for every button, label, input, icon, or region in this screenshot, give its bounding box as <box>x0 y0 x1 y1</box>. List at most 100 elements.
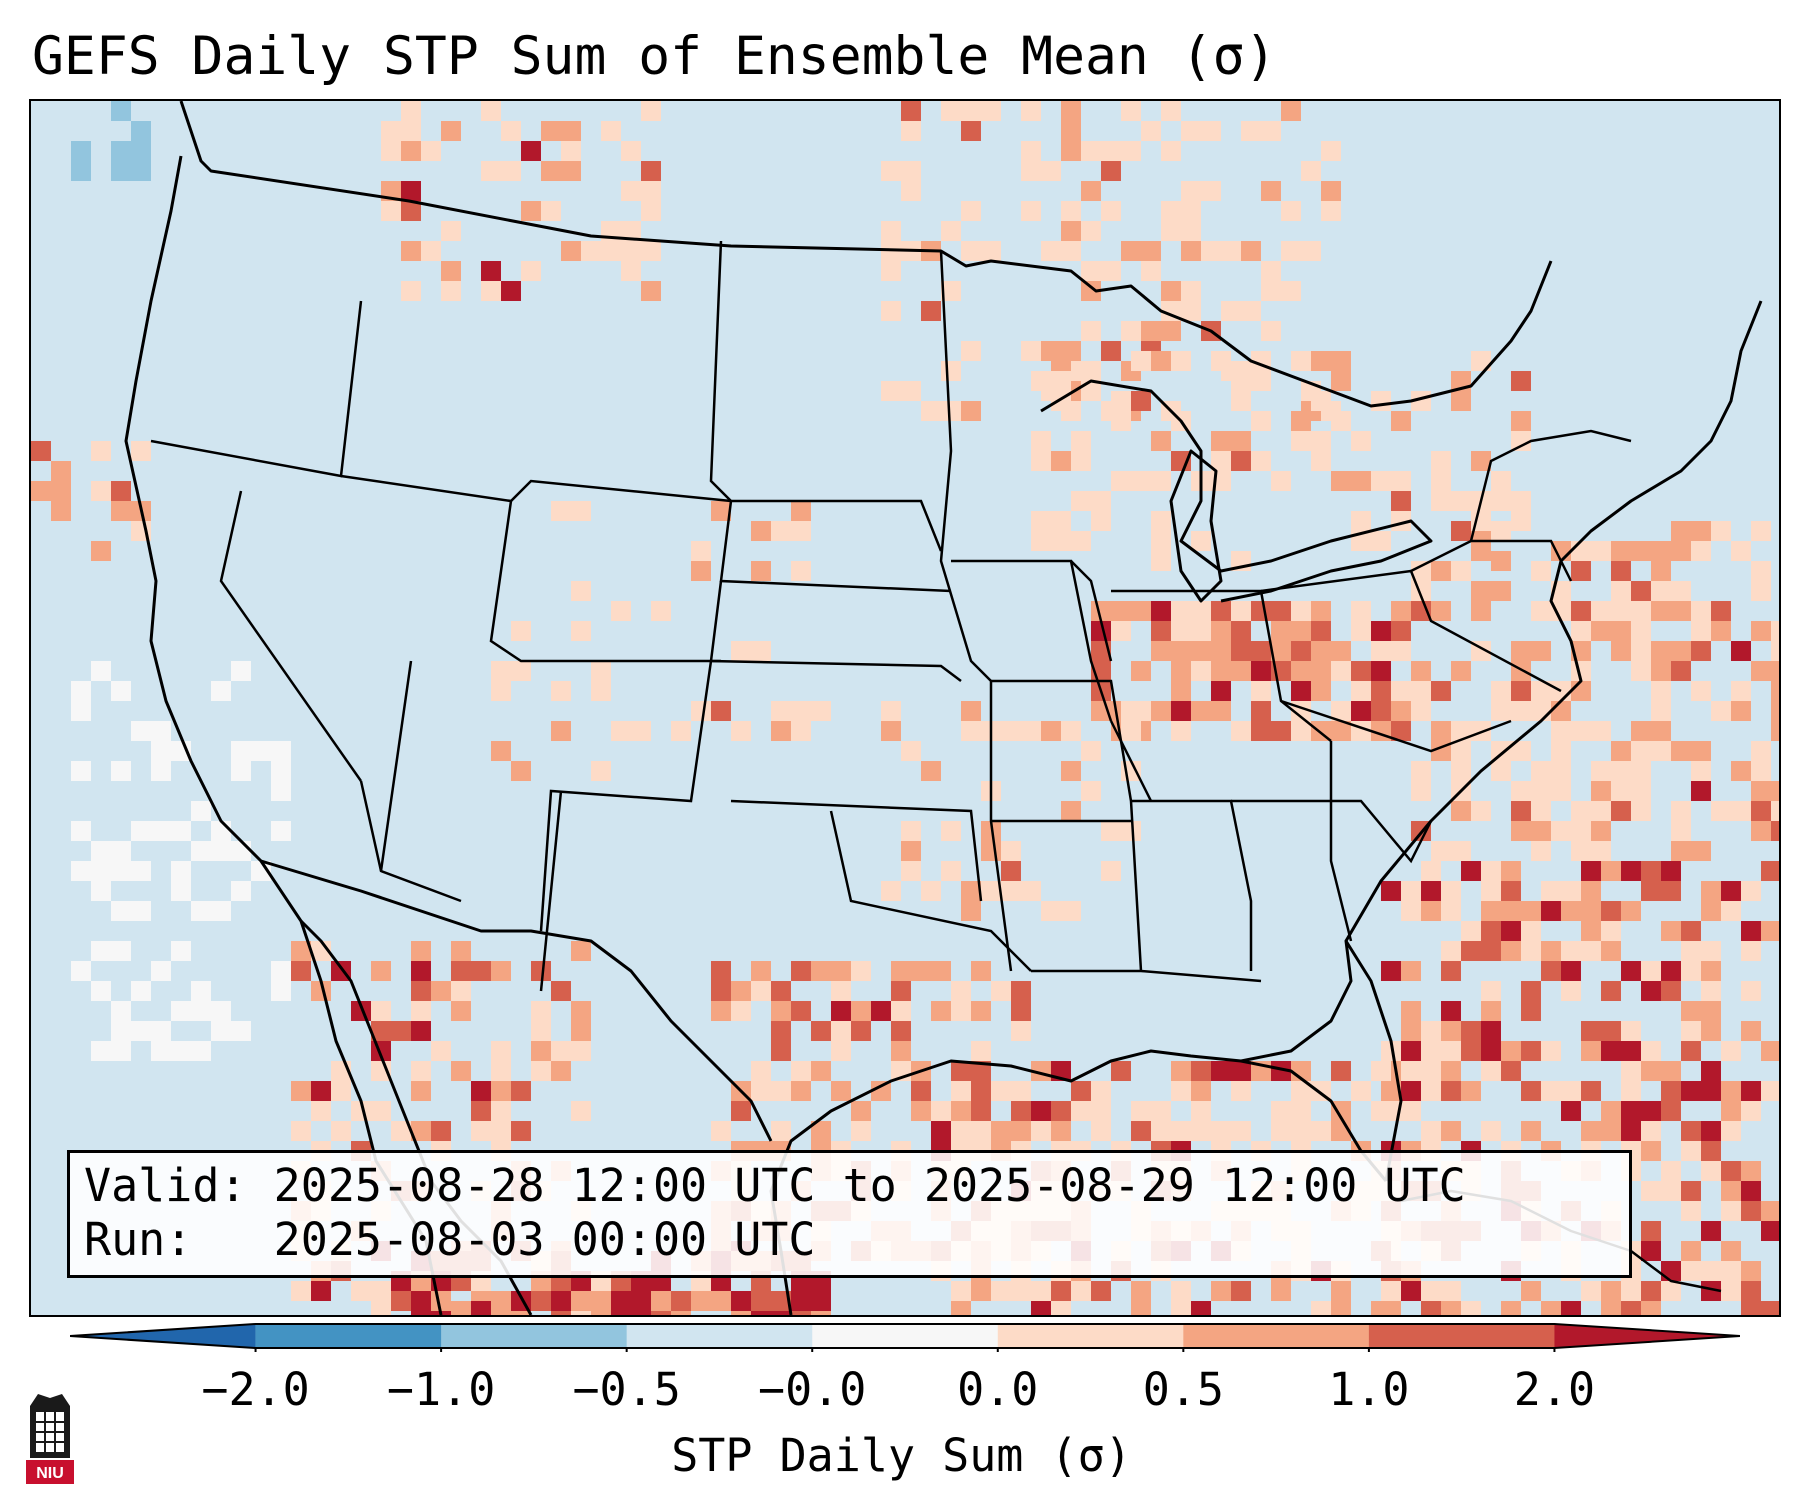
stp-cell <box>1311 1301 1331 1315</box>
stp-cell <box>1441 1021 1461 1041</box>
stp-cell <box>1681 1201 1701 1221</box>
stp-cell <box>971 1121 991 1141</box>
stp-cell <box>1721 1201 1741 1221</box>
stp-cell <box>131 1021 151 1041</box>
stp-cell <box>1531 681 1551 701</box>
stp-cell <box>551 981 571 1001</box>
stp-cell <box>1191 601 1211 621</box>
stp-cell <box>1441 1061 1461 1081</box>
stp-cell <box>1741 1021 1761 1041</box>
stp-cell <box>1711 601 1731 621</box>
stp-cell <box>1711 621 1731 641</box>
stp-cell <box>1631 641 1651 661</box>
stp-cell <box>921 761 941 781</box>
stp-cell <box>1711 801 1731 821</box>
stp-cell <box>1401 1061 1421 1081</box>
stp-cell <box>571 621 591 641</box>
stp-cell <box>1641 961 1661 981</box>
stp-cell <box>1331 661 1351 681</box>
colorbar-segment <box>997 1324 1185 1348</box>
stp-cell <box>1131 1101 1151 1121</box>
stp-cell <box>1681 1001 1701 1021</box>
stp-cell <box>651 1311 671 1315</box>
stp-cell <box>1451 761 1471 781</box>
stp-cell <box>231 761 251 781</box>
stp-cell <box>1171 601 1191 621</box>
stp-cell <box>1681 921 1701 941</box>
stp-cell <box>1651 561 1671 581</box>
stp-cell <box>271 741 291 761</box>
stp-cell <box>531 1061 551 1081</box>
stp-cell <box>91 541 111 561</box>
stp-cell <box>1661 881 1681 901</box>
stp-cell <box>1211 661 1231 681</box>
stp-cell <box>1431 841 1451 861</box>
stp-cell <box>421 141 441 161</box>
stp-cell <box>971 1101 991 1121</box>
stp-cell <box>1541 1081 1561 1101</box>
stp-cell <box>371 1281 391 1301</box>
stp-cell <box>1441 1001 1461 1021</box>
stp-cell <box>611 1291 631 1311</box>
stp-cell <box>1081 381 1101 401</box>
stp-cell <box>1581 1281 1601 1301</box>
stp-cell <box>1591 721 1611 741</box>
stp-cell <box>1651 601 1671 621</box>
stp-cell <box>961 121 981 141</box>
stp-cell <box>1771 701 1779 721</box>
stp-cell <box>1181 221 1201 241</box>
stp-cell <box>1701 981 1721 1001</box>
stp-cell <box>791 1061 811 1081</box>
stp-cell <box>1621 901 1641 921</box>
stp-cell <box>971 1281 991 1301</box>
stp-cell <box>901 741 921 761</box>
stp-cell <box>1311 641 1331 661</box>
stp-cell <box>1291 351 1311 371</box>
stp-cell <box>811 1311 831 1315</box>
stp-cell <box>1141 321 1161 341</box>
stp-cell <box>1611 581 1631 601</box>
stp-cell <box>791 1081 811 1101</box>
stp-cell <box>211 821 231 841</box>
stp-cell <box>1481 861 1501 881</box>
stp-cell <box>771 1021 791 1041</box>
stp-cell <box>191 841 211 861</box>
stp-cell <box>1401 1081 1421 1101</box>
stp-cell <box>1621 1121 1641 1141</box>
stp-cell <box>1611 561 1631 581</box>
stp-cell <box>811 701 831 721</box>
stp-cell <box>1471 351 1491 371</box>
stp-cell <box>1411 661 1431 681</box>
stp-cell <box>1291 1081 1311 1101</box>
stp-cell <box>511 661 531 681</box>
stp-cell <box>551 681 571 701</box>
stp-cell <box>1041 161 1061 181</box>
stp-cell <box>411 1121 431 1141</box>
stp-cell <box>1191 1301 1211 1315</box>
stp-cell <box>501 281 521 301</box>
stp-cell <box>291 941 311 961</box>
stp-cell <box>1391 701 1411 721</box>
stp-cell <box>1151 531 1171 551</box>
stp-cell <box>1561 981 1581 1001</box>
stp-cell <box>91 841 111 861</box>
stp-cell <box>1691 741 1711 761</box>
stp-cell <box>1121 141 1141 161</box>
stp-cell <box>1391 491 1411 511</box>
stp-cell <box>1371 641 1391 661</box>
stp-cell <box>851 1121 871 1141</box>
stp-cell <box>1331 411 1351 431</box>
stp-cell <box>1721 1121 1741 1141</box>
stp-cell <box>1421 1041 1441 1061</box>
stp-cell <box>1161 281 1181 301</box>
stp-cell <box>1741 1081 1761 1101</box>
stp-cell <box>1021 141 1041 161</box>
stp-cell <box>1641 1301 1661 1315</box>
stp-cell <box>1371 1101 1391 1121</box>
stp-cell <box>571 1311 591 1315</box>
stp-cell <box>1431 451 1451 471</box>
stp-cell <box>1031 1281 1051 1301</box>
stp-cell <box>1311 351 1331 371</box>
stp-cell <box>1691 621 1711 641</box>
stp-cell <box>891 1041 911 1061</box>
